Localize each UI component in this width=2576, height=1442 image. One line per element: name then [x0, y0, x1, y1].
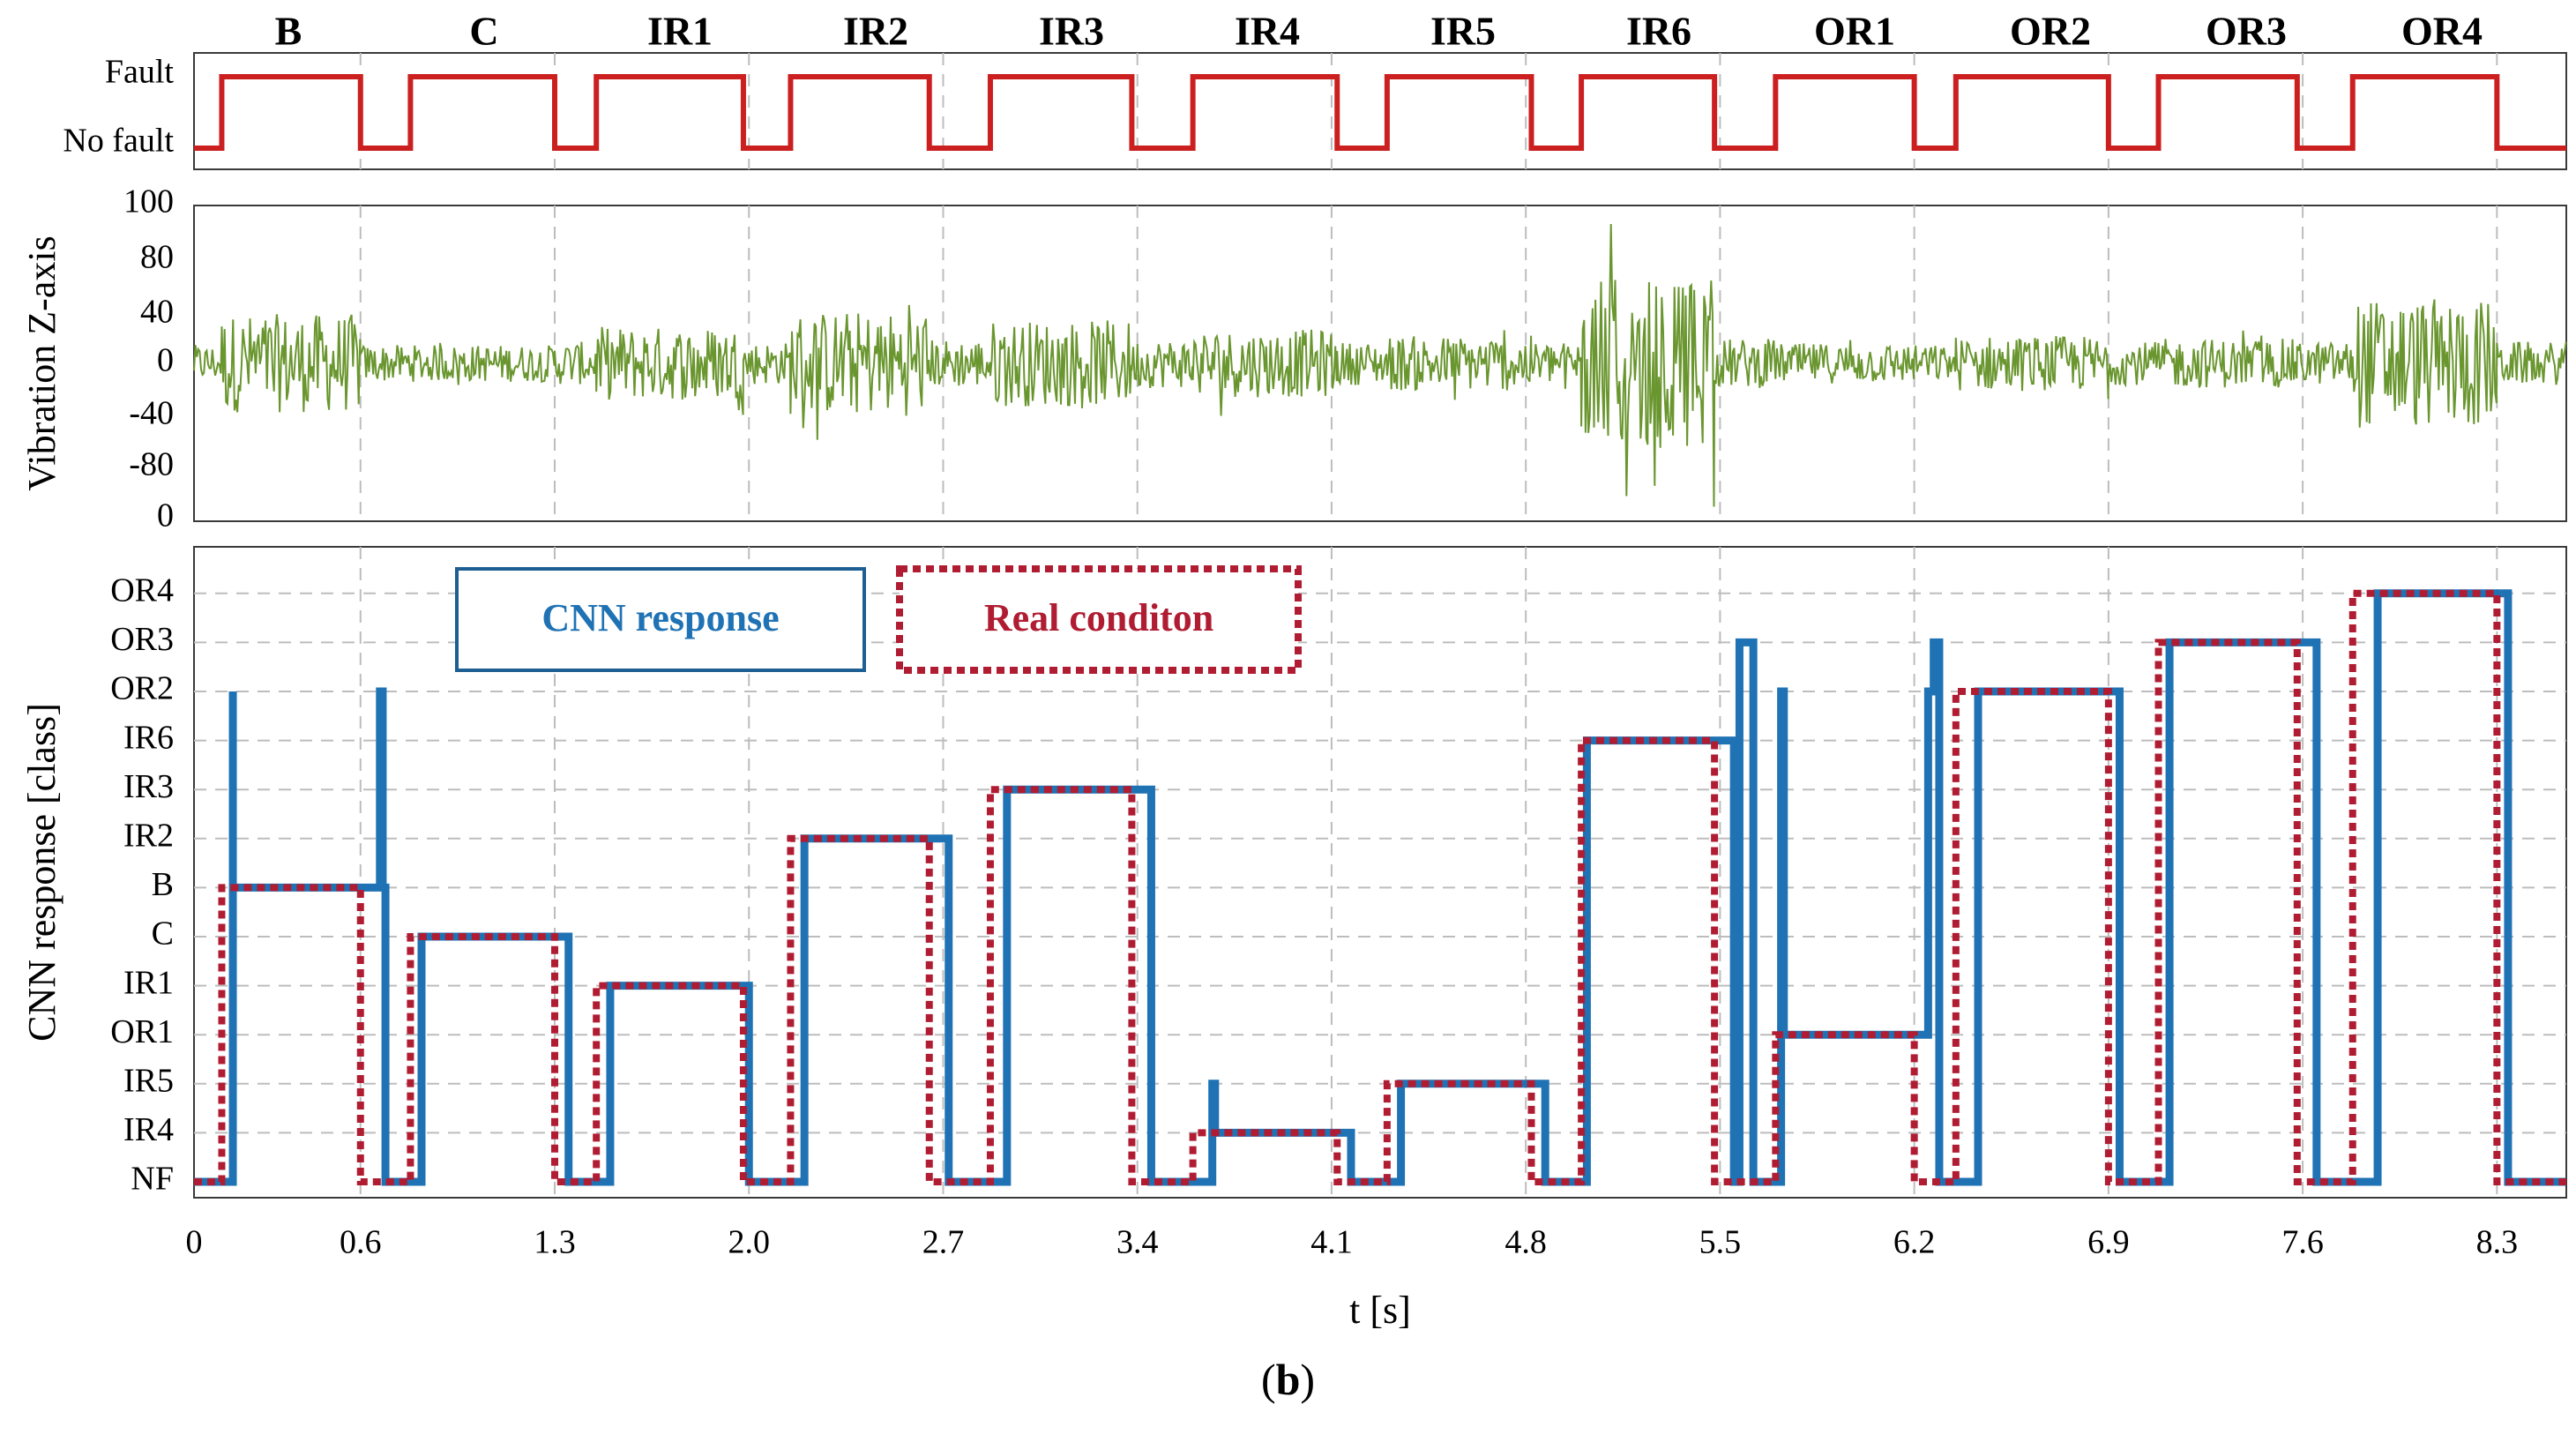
legend: CNN response Real conditon [455, 565, 1302, 674]
segment-label: B [275, 9, 302, 54]
segment-label: OR4 [2401, 9, 2483, 54]
x-tick-label: 4.8 [1505, 1224, 1547, 1261]
segment-label: C [469, 9, 498, 54]
x-tick-label: 6.2 [1893, 1224, 1936, 1261]
fault-state-panel: B C IR1 IR2 IR3 IR4 IR5 IR6 OR1 OR2 OR3 OR4 Fault No… [63, 9, 2567, 170]
vibration-signal [193, 223, 2567, 507]
segment-label: IR6 [1626, 9, 1691, 54]
class-tick-label: B [152, 866, 174, 903]
vibration-tick-label: 80 [140, 239, 174, 276]
x-tick-label: 0 [186, 1224, 203, 1261]
vibration-tick-label: 0 [157, 497, 174, 534]
x-tick-label: 0.6 [340, 1224, 382, 1261]
vibration-tick-label: 40 [140, 294, 174, 331]
class-tick-label: OR2 [110, 670, 174, 707]
cnn-response-panel: NF IR4 IR5 OR1 IR1 CB IR2 IR3 IR6 OR2 OR3 OR4 0 0.6 1… [20, 546, 2567, 1332]
class-tick-label: OR4 [110, 572, 174, 609]
fault-state-line [194, 74, 2566, 151]
vibration-tick-label: -80 [129, 446, 174, 483]
class-tick-label: IR1 [123, 964, 174, 1001]
segment-label: IR2 [843, 9, 908, 54]
x-tick-label: 5.5 [1699, 1224, 1742, 1261]
no-fault-tick-label: No fault [63, 123, 174, 160]
x-tick-label: 8.3 [2476, 1224, 2519, 1261]
class-tick-label: OR1 [110, 1013, 174, 1050]
segment-label: IR1 [647, 9, 713, 54]
class-tick-label: IR5 [123, 1063, 174, 1100]
x-tick-label: 2.0 [728, 1224, 770, 1261]
class-tick-label: OR3 [110, 621, 174, 658]
cnn-y-axis-label: CNN response [class] [20, 703, 63, 1042]
vibration-tick-label: 100 [123, 183, 174, 220]
x-tick-label: 4.1 [1310, 1224, 1353, 1261]
segment-label: OR1 [1814, 9, 1895, 54]
figure-caption: (b) [1260, 1355, 1316, 1404]
vibration-tick-label: -40 [129, 395, 174, 432]
x-axis-label: t [s] [1349, 1289, 1411, 1332]
x-tick-label: 7.6 [2281, 1224, 2324, 1261]
x-tick-label: 1.3 [534, 1224, 576, 1261]
x-tick-label: 6.9 [2087, 1224, 2130, 1261]
class-tick-label: IR4 [123, 1111, 174, 1148]
x-tick-label: 3.4 [1116, 1224, 1159, 1261]
x-tick-label: 2.7 [922, 1224, 965, 1261]
segment-label: OR2 [2010, 9, 2091, 54]
fault-tick-label: Fault [105, 54, 175, 91]
legend-cnn-label: CNN response [541, 596, 779, 639]
real-condition-series [194, 589, 2566, 1185]
legend-real-box [896, 565, 1302, 674]
segment-label: OR3 [2206, 9, 2287, 54]
segment-label: IR3 [1039, 9, 1104, 54]
legend-cnn-box [455, 567, 866, 672]
legend-real-label: Real conditon [984, 596, 1213, 639]
vibration-y-axis-label: Vibration Z-axis [20, 235, 63, 490]
segment-label: IR4 [1235, 9, 1300, 54]
class-tick-label: IR3 [123, 768, 174, 805]
segment-label: IR5 [1430, 9, 1496, 54]
class-tick-label: NF [131, 1161, 174, 1198]
class-tick-label: IR6 [123, 719, 174, 756]
vibration-panel: 100 80 40 0 -40 -80 0 Vibration Z-axis [20, 183, 2567, 534]
class-tick-label: C [152, 915, 174, 953]
vibration-tick-label: 0 [157, 342, 174, 379]
class-tick-label: IR2 [123, 818, 174, 855]
